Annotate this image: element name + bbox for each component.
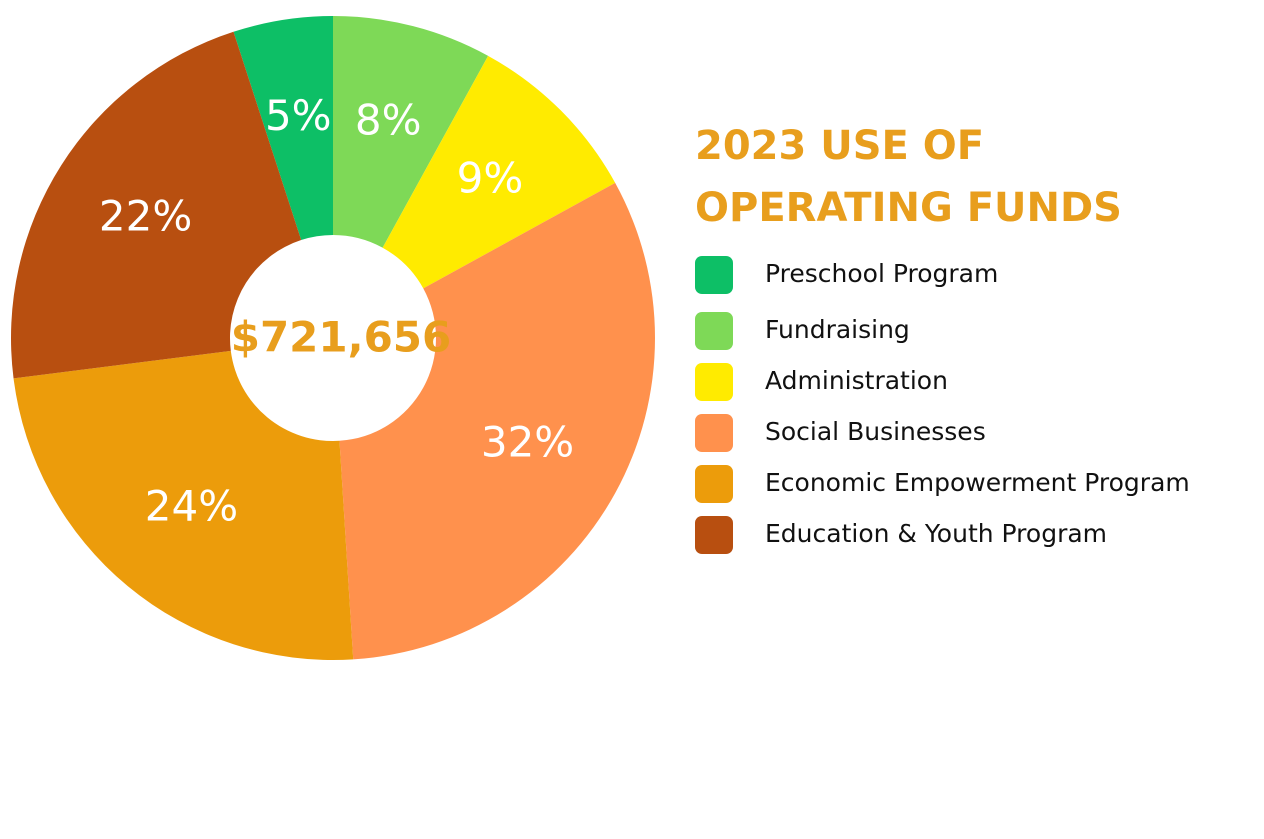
slice — [13, 350, 354, 660]
legend-label: Education & Youth Program — [765, 519, 1107, 548]
value-label: 22% — [99, 192, 192, 241]
slice — [11, 31, 302, 379]
slice — [233, 16, 333, 241]
legend-swatch — [695, 256, 733, 294]
legend-swatch — [695, 465, 733, 503]
legend-swatch — [695, 414, 733, 452]
chart-title: 2023 USE OF — [695, 123, 984, 169]
value-label: 8% — [355, 95, 422, 144]
legend-label: Economic Empowerment Program — [765, 468, 1190, 497]
slice — [382, 55, 616, 289]
value-label: 5% — [265, 91, 332, 140]
legend-swatch — [695, 312, 733, 350]
legend-label: Administration — [765, 366, 948, 395]
legend-label: Social Businesses — [765, 417, 986, 446]
value-label: 32% — [481, 417, 574, 466]
legend-label: Fundraising — [765, 315, 910, 344]
slice — [339, 182, 656, 660]
legend-swatch — [695, 516, 733, 554]
chart-title: OPERATING FUNDS — [695, 185, 1122, 231]
value-label: 24% — [145, 482, 238, 531]
legend-swatch — [695, 363, 733, 401]
legend-label: Preschool Program — [765, 259, 998, 288]
value-label: 9% — [457, 154, 524, 203]
slice — [333, 16, 489, 248]
center-label: $721,656 — [231, 313, 452, 362]
